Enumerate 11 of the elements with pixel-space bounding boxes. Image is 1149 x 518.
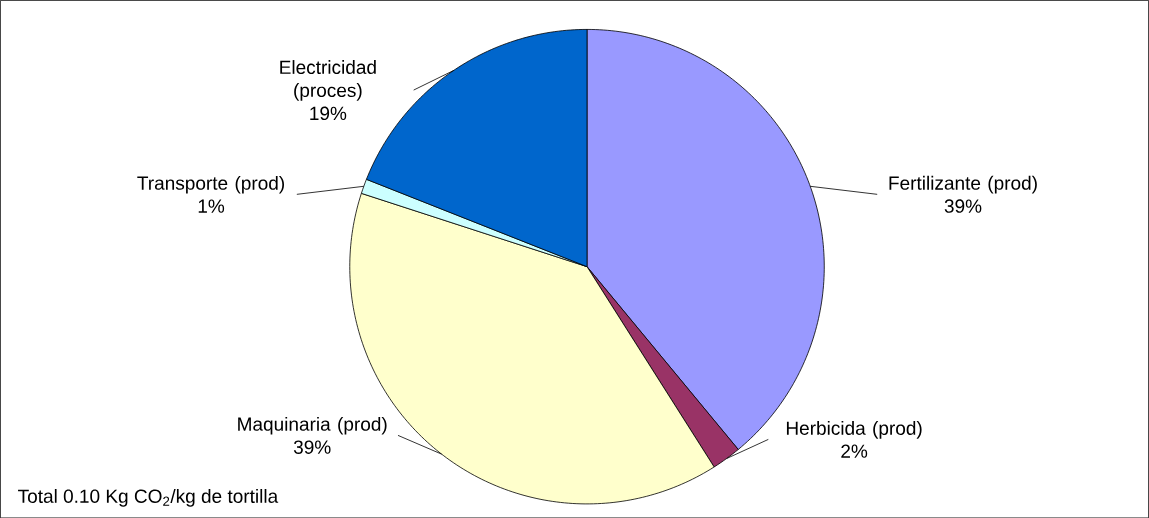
data-label: 1% xyxy=(198,199,225,213)
slice-label: Transporte (prod) xyxy=(137,175,285,194)
data-label: 39% xyxy=(944,199,982,213)
slice-label: Fertilizante (prod) xyxy=(889,175,1037,194)
slice-label: Herbicida (prod) xyxy=(786,420,922,439)
data-label: 2% xyxy=(841,444,868,458)
text: Total 0.10 Kg CO$_{2}$/kg de tortilla xyxy=(18,488,279,507)
data-label: 19% xyxy=(310,106,347,120)
legend-label: Electricidad (proces) xyxy=(280,59,376,101)
data-label: 39% xyxy=(293,440,331,454)
slice-label: Maquinaria (prod) xyxy=(238,416,387,435)
